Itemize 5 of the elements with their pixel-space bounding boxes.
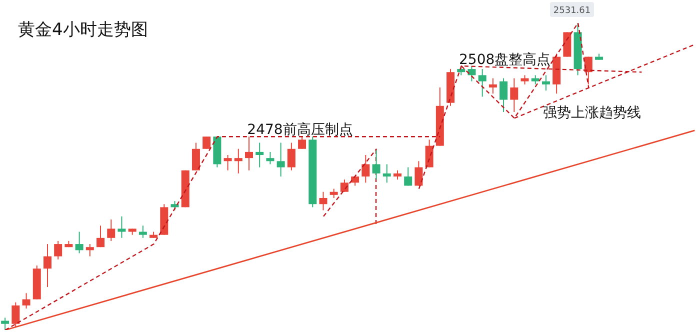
text: 2531.61 xyxy=(553,6,591,16)
annotation: 2478前高压制点 xyxy=(247,122,353,138)
annotation: 强势上涨趋势线 xyxy=(543,105,641,121)
chart-title: 黄金4小时走势图 xyxy=(18,19,148,41)
annotation: 2508盘整高点 xyxy=(459,52,551,68)
